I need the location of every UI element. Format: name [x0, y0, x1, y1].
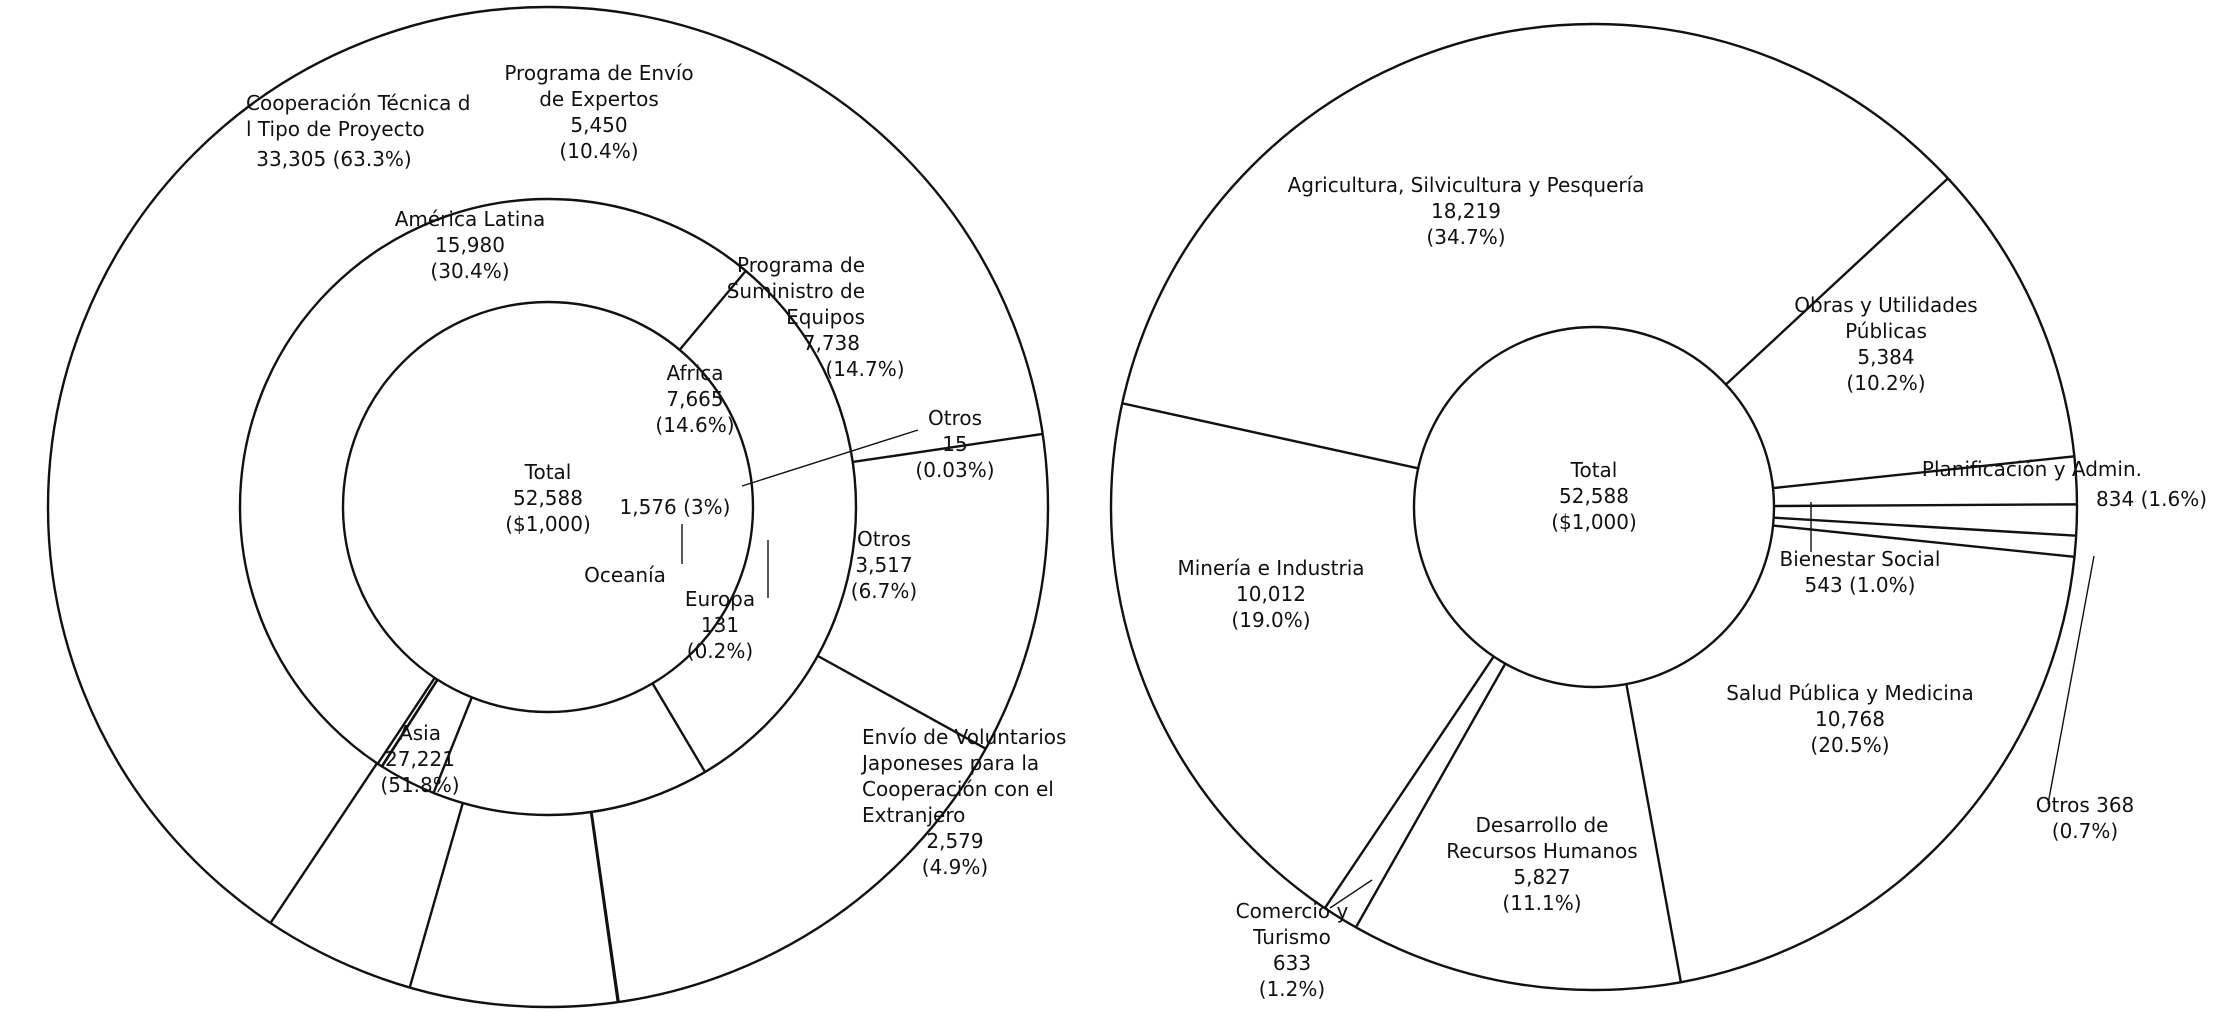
divider-desarrollo-comercio: [1354, 663, 1507, 928]
divider-otros-otros: [589, 811, 619, 1003]
divider-expertos-equipos: [817, 654, 987, 750]
slice-label-comercio: Comercio y Turismo 633 (1.2%): [1236, 899, 1349, 1001]
slice-label-america-latina: América Latina 15,980 (30.4%): [395, 207, 546, 283]
outer-ring: [46, 5, 1050, 1009]
slice-label-otros-368: Otros 368 (0.7%): [2036, 793, 2135, 843]
slice-label-europa: Europa 131 (0.2%): [685, 587, 755, 663]
slice-label-equipos-name: Programa de Suministro de Equipos: [727, 253, 865, 329]
divider-mineria-agricultura: [1122, 402, 1419, 470]
total-label-1: Total 52,588 ($1,000): [505, 460, 591, 536]
slice-label-desarrollo: Desarrollo de Recursos Humanos 5,827 (11.1%…: [1446, 813, 1637, 915]
slice-label-region-otros: 1,576 (3%): [620, 495, 731, 519]
divider-bienestar-otros: [1773, 516, 2077, 537]
leader-comercio: [1329, 879, 1373, 909]
slice-label-otros: Otros 3,517 (6.7%): [851, 527, 917, 603]
pie-chart-sectors: Total 52,588 ($1,000) Agricultura, Silvicul…: [1109, 22, 2207, 1001]
slice-label-mineria: Minería e Industria 10,012 (19.0%): [1177, 556, 1364, 632]
slice-value-planificacion: 834 (1.6%): [2096, 487, 2207, 511]
slice-label-oceania: Oceanía: [584, 563, 666, 587]
slice-label-bienestar: Bienestar Social 543 (1.0%): [1780, 547, 1941, 597]
slice-value-tecnica: 33,305 (63.3%): [256, 147, 411, 171]
divider-africa-otros: [432, 696, 473, 794]
divider-america-latina-africa: [651, 682, 707, 773]
divider-salud-desarrollo: [1625, 683, 1683, 983]
slice-label-expertos: Programa de Envío de Expertos 5,450 (10.4%): [504, 61, 693, 163]
sector-inner-ring: [1412, 325, 1776, 689]
middle-ring: [238, 197, 858, 817]
leader-otros-small: [741, 429, 919, 487]
slice-value-voluntarios: 2,579 (4.9%): [922, 829, 988, 879]
divider-otros-voluntarios: [408, 802, 464, 988]
slice-label-salud: Salud Pública y Medicina 10,768 (20.5%): [1726, 681, 1974, 757]
divider-asia-america-latina: [678, 270, 747, 351]
slice-value-equipos: 7,738: [803, 331, 860, 355]
divider-europa-asia: [376, 677, 436, 765]
divider-planificacion-bienestar: [1773, 503, 2077, 508]
divider-oceania-europa: [380, 678, 439, 767]
pie-chart-donor-programs: Total 52,588 ($1,000) Asia 27,221 (51.8%) Amér…: [46, 5, 1066, 1009]
divider-tecnica-expertos: [852, 432, 1043, 464]
slice-label-planificacion: Planificación y Admin.: [1922, 457, 2142, 481]
divider-agricultura-obras: [1725, 177, 1949, 386]
slice-label-obras: Obras y Utilidades Públicas 5,384 (10.2%): [1794, 293, 1977, 395]
slice-label-asia: Asia 27,221 (51.8%): [380, 721, 459, 797]
inner-ring: [341, 300, 755, 714]
slice-label-africa: Africa 7,665 (14.6%): [655, 361, 734, 437]
divider-voluntarios-tecnica: [269, 762, 379, 924]
slice-pct-equipos: (14.7%): [825, 357, 904, 381]
slice-label-agricultura: Agricultura, Silvicultura y Pesquería 18,…: [1288, 173, 1645, 249]
divider-comercio-mineria: [1323, 655, 1495, 909]
leader-otros-368: [2047, 555, 2095, 805]
sector-outer-ring: [1109, 22, 2079, 992]
divider-obras-planificacion: [1772, 455, 2075, 490]
total-label-2: Total 52,588 ($1,000): [1551, 458, 1637, 534]
divider-otros-salud: [1772, 524, 2075, 559]
slice-label-voluntarios: Envío de Voluntarios Japoneses para la Coo…: [860, 725, 1066, 827]
slice-label-otros-small: Otros 15 (0.03%): [915, 406, 994, 482]
